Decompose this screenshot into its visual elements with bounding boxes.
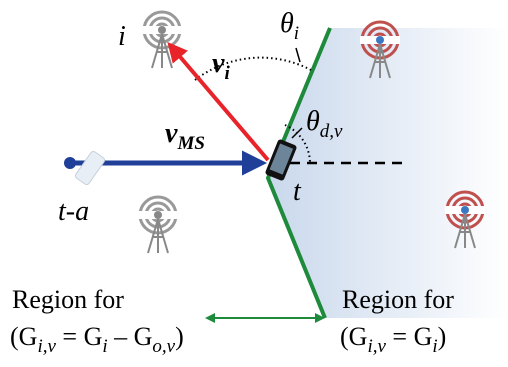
tower xyxy=(138,197,178,253)
diagram: i vi θi θd,v vMS t t-a Region for (Gi,v … xyxy=(0,0,508,367)
formula-sub: i,v xyxy=(37,336,56,357)
formula-part: (G xyxy=(10,322,37,351)
formula-part: – G xyxy=(108,322,153,351)
formula-part: = G xyxy=(56,322,102,351)
region-title: Region for xyxy=(342,285,454,314)
formula-part: ) xyxy=(175,322,184,351)
formula-part: ) xyxy=(438,322,447,351)
formula-part: (G xyxy=(340,322,367,351)
label-i: i xyxy=(118,21,126,52)
sub: i xyxy=(294,23,299,44)
tower xyxy=(142,12,182,68)
sub: MS xyxy=(176,133,204,154)
label-vi: vi xyxy=(212,48,230,84)
leader xyxy=(296,48,300,62)
label-t-a: t-a xyxy=(58,196,89,227)
label-vms: vMS xyxy=(165,118,205,154)
region-title: Region for xyxy=(12,285,124,314)
base: θ xyxy=(280,8,294,39)
sub: d,v xyxy=(320,121,343,142)
sub: i xyxy=(224,63,230,84)
base: v xyxy=(165,118,178,149)
region-formula: (Gi,v = Gi – Go,v) xyxy=(10,322,184,357)
phone-ghost xyxy=(74,150,105,185)
label-t: t xyxy=(293,176,302,207)
label-theta-i: θi xyxy=(280,8,299,44)
formula-sub: i,v xyxy=(367,336,386,357)
base: v xyxy=(212,48,225,79)
base: θ xyxy=(306,106,320,137)
formula-sub: o,v xyxy=(152,336,175,357)
region-formula: (Gi,v = Gi) xyxy=(340,322,446,357)
formula-part: = G xyxy=(386,322,432,351)
